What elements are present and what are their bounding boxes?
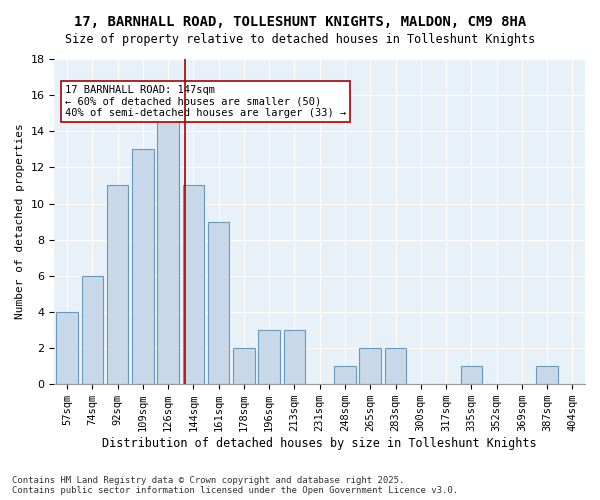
- Bar: [385, 348, 406, 384]
- Bar: [182, 186, 204, 384]
- Text: Contains HM Land Registry data © Crown copyright and database right 2025.
Contai: Contains HM Land Registry data © Crown c…: [12, 476, 458, 495]
- Bar: [107, 186, 128, 384]
- Bar: [56, 312, 78, 384]
- Bar: [334, 366, 356, 384]
- Bar: [536, 366, 558, 384]
- Text: 17 BARNHALL ROAD: 147sqm
← 60% of detached houses are smaller (50)
40% of semi-d: 17 BARNHALL ROAD: 147sqm ← 60% of detach…: [65, 85, 346, 118]
- Bar: [284, 330, 305, 384]
- X-axis label: Distribution of detached houses by size in Tolleshunt Knights: Distribution of detached houses by size …: [103, 437, 537, 450]
- Bar: [259, 330, 280, 384]
- Y-axis label: Number of detached properties: Number of detached properties: [15, 124, 25, 320]
- Bar: [132, 150, 154, 384]
- Bar: [157, 113, 179, 384]
- Bar: [233, 348, 254, 384]
- Bar: [359, 348, 381, 384]
- Bar: [461, 366, 482, 384]
- Bar: [208, 222, 229, 384]
- Text: Size of property relative to detached houses in Tolleshunt Knights: Size of property relative to detached ho…: [65, 32, 535, 46]
- Bar: [82, 276, 103, 384]
- Text: 17, BARNHALL ROAD, TOLLESHUNT KNIGHTS, MALDON, CM9 8HA: 17, BARNHALL ROAD, TOLLESHUNT KNIGHTS, M…: [74, 15, 526, 29]
